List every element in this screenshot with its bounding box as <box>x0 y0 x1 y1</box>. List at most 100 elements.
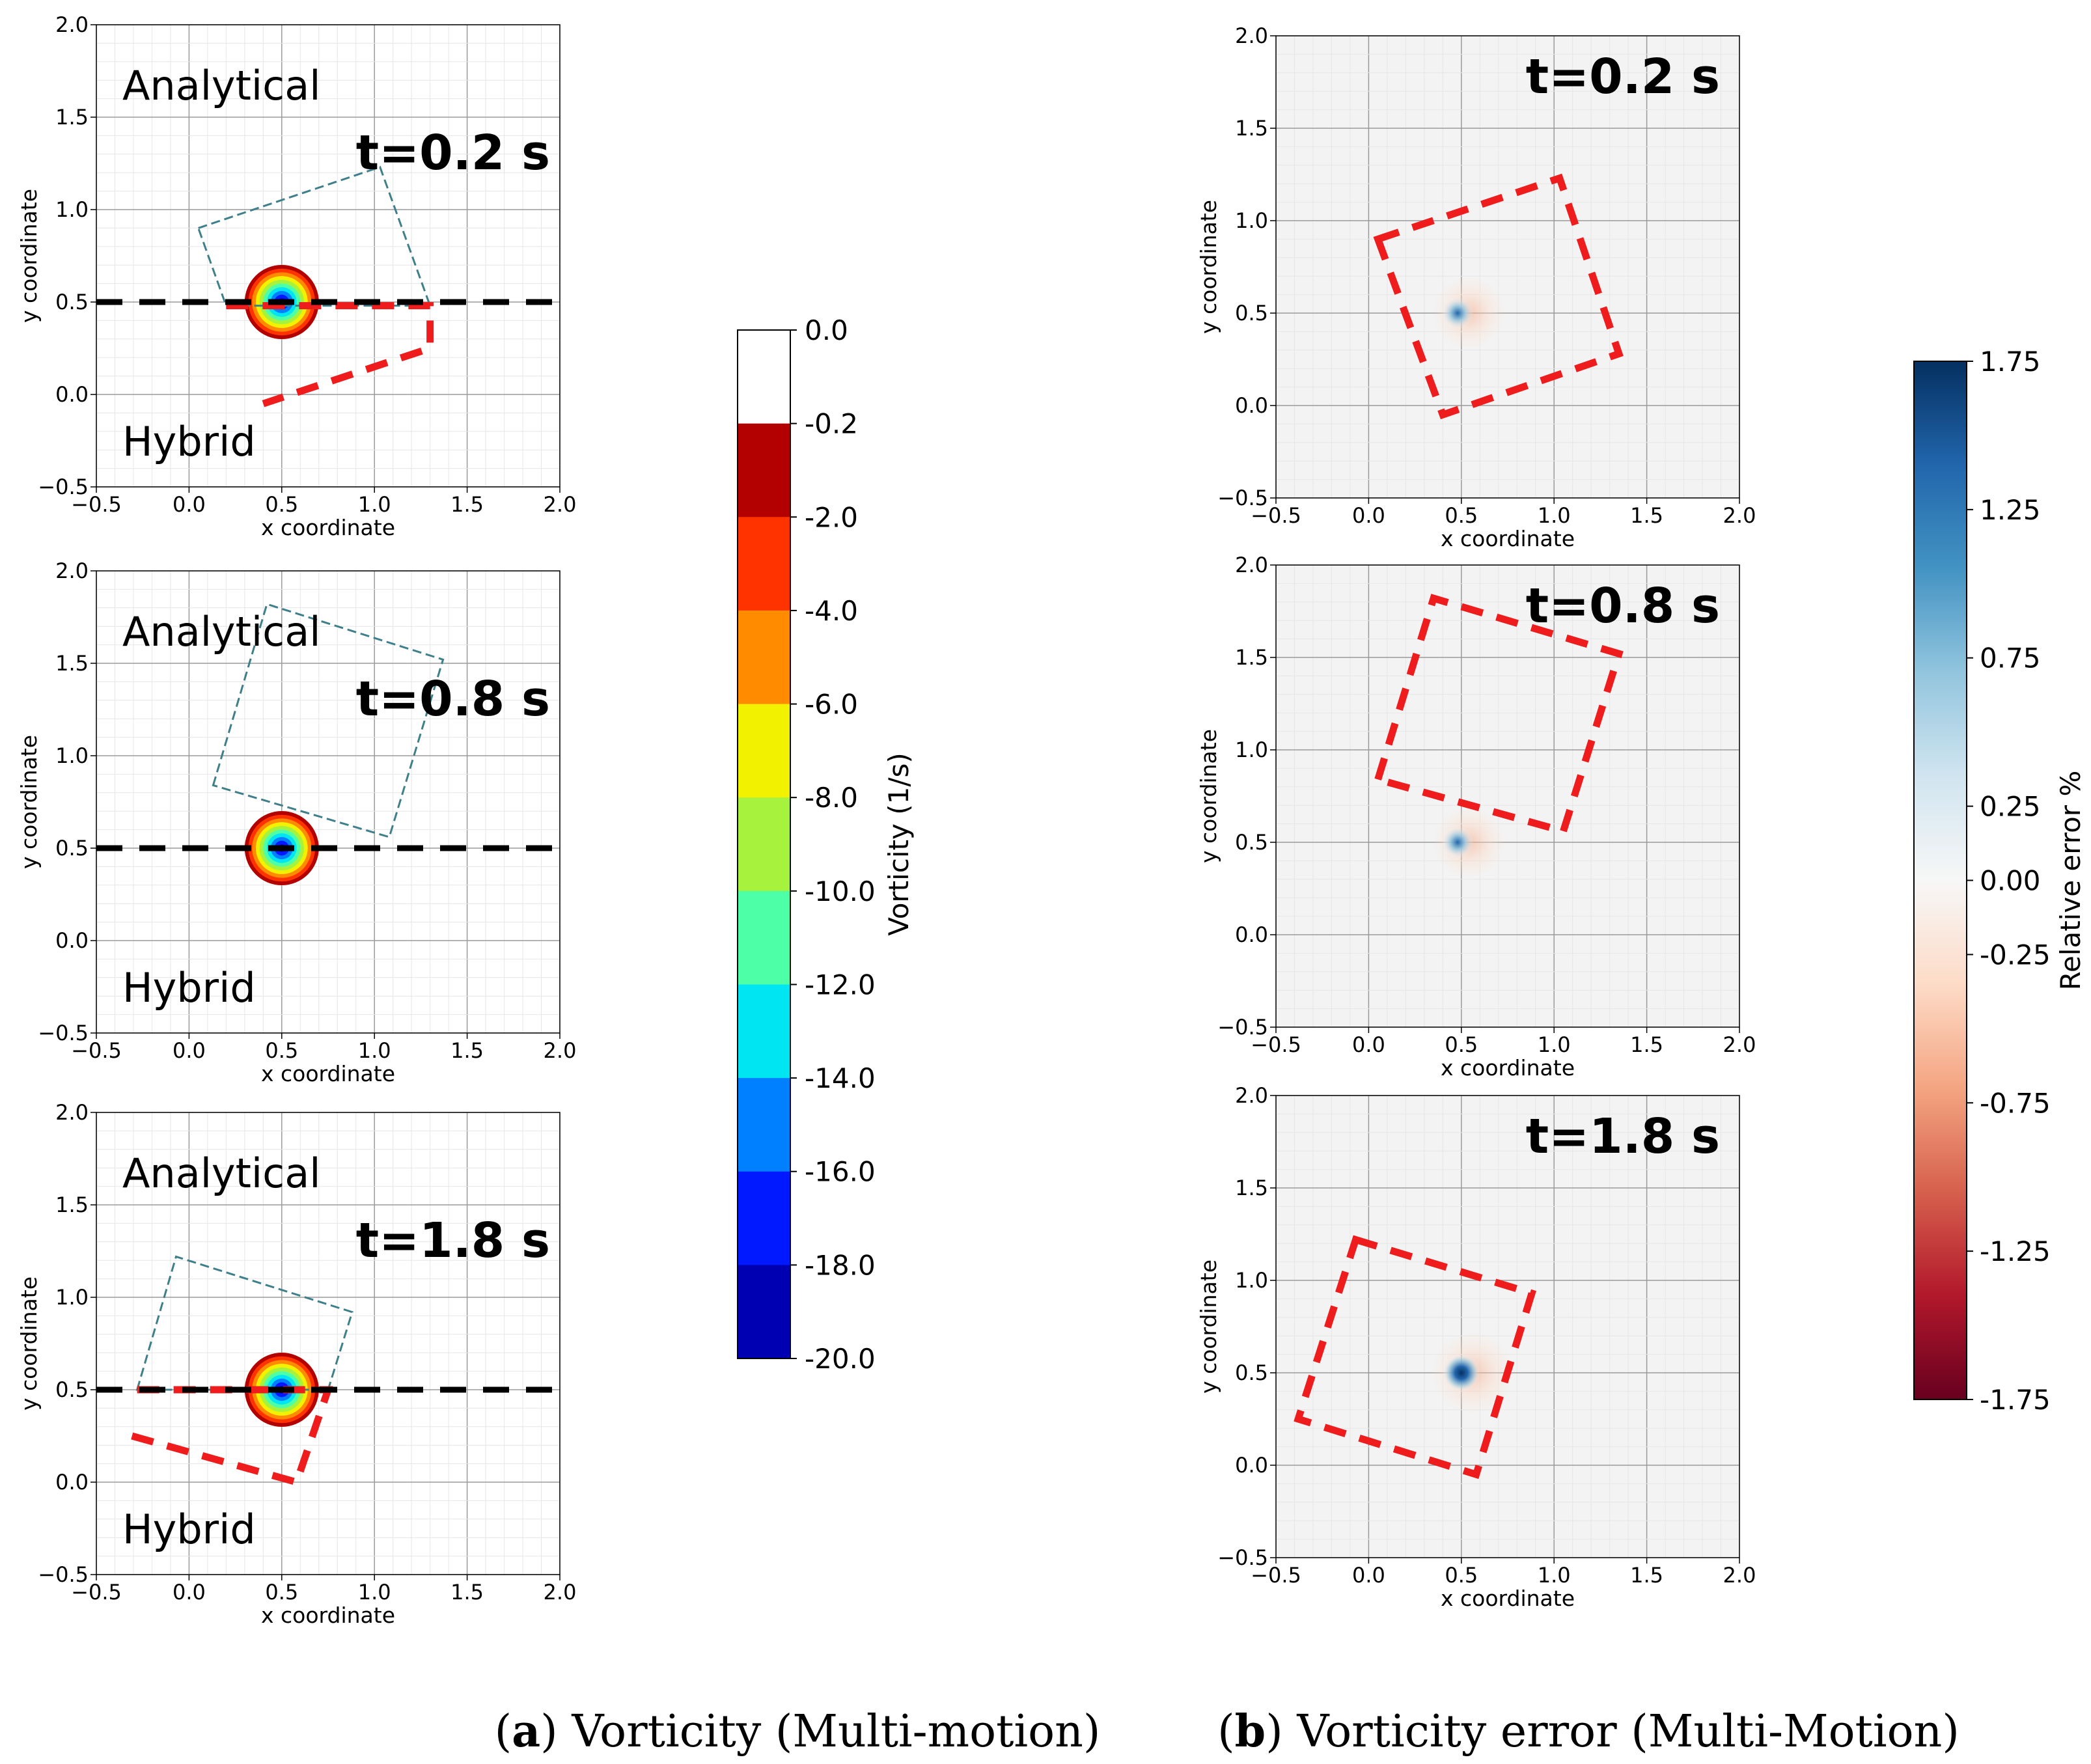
panel-a2: −0.5−0.5 0.0 0.0 0.5 0.5 1.0 1.0 1.5 1.5 2.0 2.0 x … <box>16 558 576 1086</box>
x-tick-label: 0.0 <box>173 492 206 517</box>
y-tick-label: 1.5 <box>55 105 89 130</box>
y-tick-label: 1.0 <box>1235 1268 1268 1293</box>
y-tick-label: 2.0 <box>55 12 89 37</box>
x-tick-label: 1.5 <box>450 1038 484 1063</box>
x-tick-label: −0.5 <box>71 1038 122 1063</box>
time-label: t=0.8 s <box>356 671 550 727</box>
x-tick-label: 0.5 <box>1445 503 1478 528</box>
time-label: t=1.8 s <box>356 1213 550 1269</box>
vorticity-tick-label: -20.0 <box>805 1343 876 1375</box>
x-tick-label: 0.0 <box>1352 503 1385 528</box>
y-tick-label: −0.5 <box>38 1562 89 1587</box>
x-tick-label: 2.0 <box>544 1038 577 1063</box>
x-tick-label: 1.5 <box>1630 1563 1663 1588</box>
time-label: t=0.2 s <box>356 125 550 181</box>
vorticity-tick-label: -8.0 <box>805 782 858 814</box>
vorticity-color-band <box>738 610 790 705</box>
vorticity-tick-label: -6.0 <box>805 689 858 721</box>
y-tick-label: 0.0 <box>55 928 89 953</box>
caption-b-letter: b <box>1235 1705 1266 1757</box>
hybrid-label: Hybrid <box>122 418 256 465</box>
vorticity-color-band <box>738 984 790 1079</box>
vorticity-color-band <box>738 1265 790 1359</box>
y-tick-label: 0.5 <box>1235 830 1268 855</box>
y-tick-label: 1.5 <box>1235 116 1268 141</box>
caption-a-text: Vorticity (Multi-motion) <box>558 1706 1101 1757</box>
vorticity-color-band <box>738 330 790 424</box>
y-tick-label: 0.5 <box>1235 1360 1268 1385</box>
x-tick-label: 2.0 <box>1723 1032 1756 1057</box>
y-tick-label: 0.0 <box>1235 393 1268 418</box>
error-tick-label: -0.75 <box>1980 1087 2051 1119</box>
hybrid-box <box>1294 1235 1536 1480</box>
x-tick-label: 1.0 <box>358 1580 391 1605</box>
y-axis-label: y coordinate <box>1196 200 1221 334</box>
time-label: t=1.8 s <box>1526 1109 1720 1165</box>
axes-frame <box>1275 1095 1740 1558</box>
vorticity-colorbar-label: Vorticity (1/s) <box>883 752 915 936</box>
vorticity-tick-label: -0.2 <box>805 408 858 440</box>
y-tick-label: 1.0 <box>1235 737 1268 762</box>
y-axis-label: y coordinate <box>16 735 42 869</box>
y-tick-label: 2.0 <box>55 558 89 583</box>
y-tick-label: 1.0 <box>55 1285 89 1310</box>
y-tick-label: 0.5 <box>1235 301 1268 325</box>
vorticity-tick-label: -18.0 <box>805 1249 876 1281</box>
vorticity-colorbar-frame <box>737 329 791 1359</box>
time-label: t=0.2 s <box>1526 49 1720 105</box>
grid <box>96 25 560 487</box>
x-tick-label: −0.5 <box>1251 503 1301 528</box>
axes-frame <box>1275 35 1740 499</box>
error-positive-region <box>1443 1354 1480 1392</box>
error-colorbar-label: Relative error % <box>2055 771 2086 991</box>
vorticity-color-band <box>738 797 790 892</box>
caption-b: (b) Vorticity error (Multi-Motion) <box>1217 1705 1959 1757</box>
vorticity-colorbar: 0.0 -0.2 -2.0 -4.0 -6.0 -8.0 -10.0 -12.0 -14.0 -1… <box>737 314 915 1375</box>
y-axis-label: y coordinate <box>16 1276 42 1411</box>
analytical-box <box>212 603 445 838</box>
plot-area <box>96 571 560 1033</box>
grid <box>1276 36 1739 498</box>
y-tick-label: 1.5 <box>1235 1176 1268 1200</box>
x-axis-label: x coordinate <box>1441 1586 1575 1611</box>
vorticity-color-band <box>738 423 790 517</box>
error-tick-label: -1.25 <box>1980 1235 2051 1267</box>
y-axis-label: y coordinate <box>1196 729 1221 863</box>
x-tick-label: 1.0 <box>1538 503 1571 528</box>
y-tick-label: 1.0 <box>55 197 89 222</box>
error-tick-label: 0.00 <box>1980 865 2041 897</box>
y-tick-label: 1.5 <box>1235 645 1268 670</box>
plot-area <box>96 25 560 487</box>
error-positive-region <box>1441 297 1474 329</box>
analytical-label: Analytical <box>122 1150 320 1197</box>
x-tick-label: 0.0 <box>173 1580 206 1605</box>
x-tick-label: 0.5 <box>1445 1563 1478 1588</box>
y-tick-label: −0.5 <box>1217 1015 1268 1040</box>
analytical-box <box>197 165 432 307</box>
analytical-label: Analytical <box>122 608 320 655</box>
y-tick-label: 1.5 <box>55 1192 89 1217</box>
panel-b3: −0.5−0.5 0.0 0.0 0.5 0.5 1.0 1.0 1.5 1.5 2.0 2.0 x … <box>1196 1083 1756 1611</box>
plot-content <box>96 603 560 885</box>
plot-content <box>1294 1235 1536 1480</box>
panel-b2: −0.5−0.5 0.0 0.0 0.5 0.5 1.0 1.0 1.5 1.5 2.0 2.0 x … <box>1196 553 1756 1081</box>
x-tick-label: −0.5 <box>71 492 122 517</box>
plot-content <box>96 165 560 407</box>
y-tick-label: 0.5 <box>55 1377 89 1402</box>
hybrid-box <box>1373 173 1624 420</box>
hybrid-label: Hybrid <box>122 964 256 1012</box>
y-tick-label: 0.0 <box>55 382 89 407</box>
grid <box>96 571 560 1033</box>
caption-b-text: Vorticity error (Multi-Motion) <box>1283 1706 1959 1757</box>
axes-frame <box>96 24 561 488</box>
vorticity-color-band <box>738 1078 790 1172</box>
analytical-label: Analytical <box>122 62 320 109</box>
y-tick-label: 2.0 <box>1235 1083 1268 1108</box>
x-tick-label: 0.5 <box>265 1580 298 1605</box>
error-colorbar-bar <box>1913 361 1967 1400</box>
panel-a1: −0.5−0.5 0.0 0.0 0.5 0.5 1.0 1.0 1.5 1.5 2.0 2.0 x … <box>16 12 576 540</box>
vorticity-color-band <box>738 890 790 985</box>
y-tick-label: 2.0 <box>1235 23 1268 48</box>
x-tick-label: 2.0 <box>1723 1563 1756 1588</box>
vorticity-tick-label: 0.0 <box>805 314 848 346</box>
